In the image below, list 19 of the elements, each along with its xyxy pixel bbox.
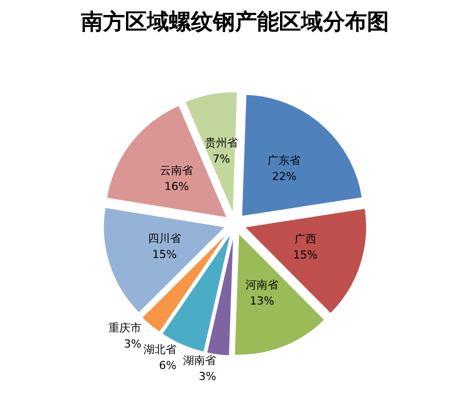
chart-title: 南方区域螺纹钢产能区域分布图 [80, 9, 389, 35]
slice-label: 重庆市 [108, 322, 142, 335]
data-label: 16% [164, 180, 189, 193]
slice-label: 贵州省 [204, 136, 238, 150]
data-label: 15% [152, 248, 177, 261]
data-label: 7% [212, 152, 230, 166]
slice-label: 云南省 [160, 164, 194, 177]
data-label: 15% [293, 248, 318, 262]
slice-label: 广东省 [268, 154, 301, 167]
slice-label: 河南省 [246, 278, 279, 292]
slice-label: 广西 [294, 232, 316, 246]
slice-label: 四川省 [148, 232, 181, 245]
data-label: 3% [198, 370, 216, 384]
data-label: 13% [250, 294, 274, 308]
slice-label: 湖南省 [183, 354, 216, 368]
data-label: 6% [159, 359, 177, 372]
slice-label: 湖北省 [144, 343, 177, 356]
data-label: 3% [124, 338, 142, 351]
data-label: 22% [272, 170, 296, 183]
